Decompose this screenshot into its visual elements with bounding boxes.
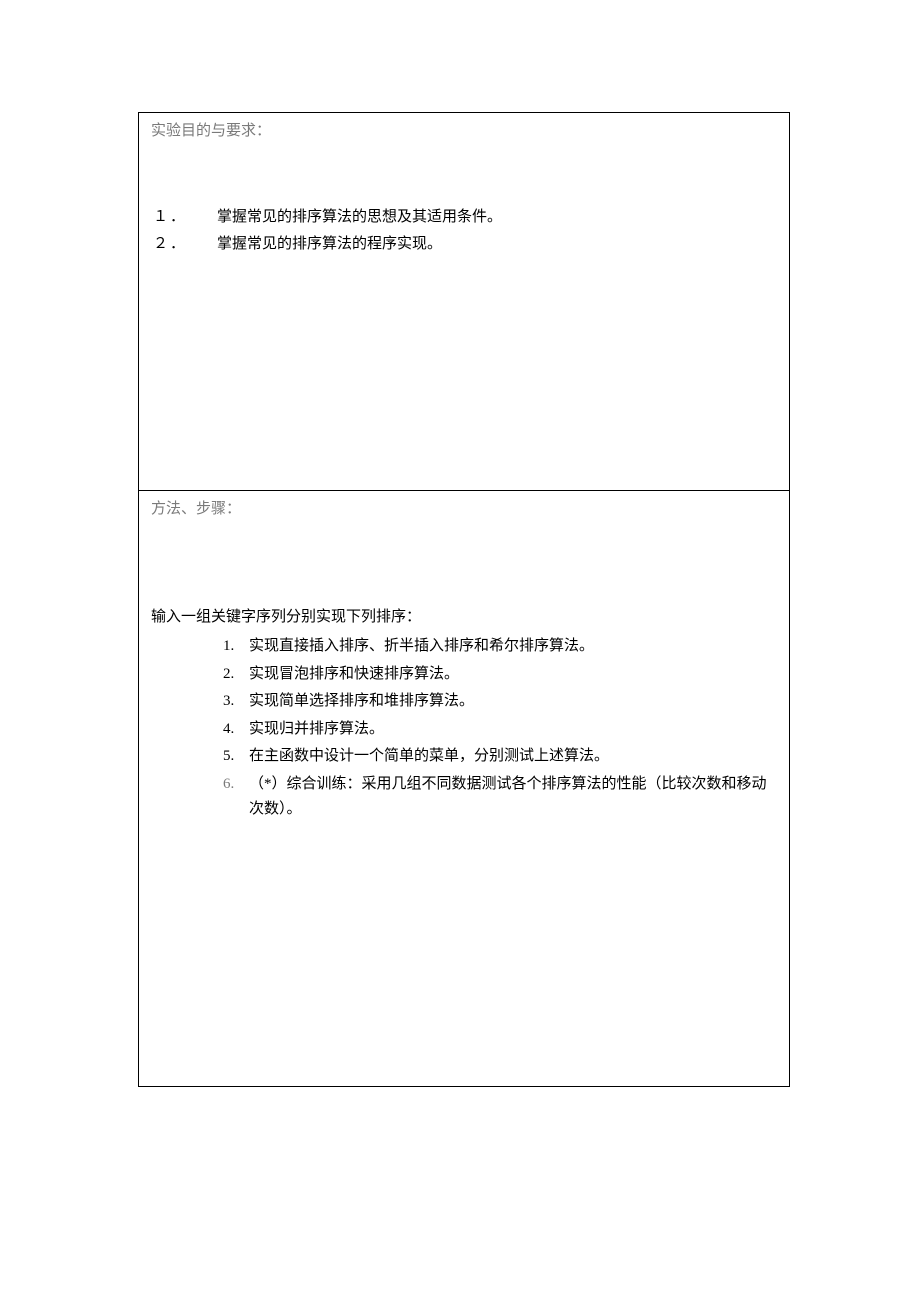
item-number: 4. (223, 717, 249, 743)
list-item: １． 掌握常见的排序算法的思想及其适用条件。 (153, 205, 777, 231)
list-item: 4. 实现归并排序算法。 (223, 717, 777, 743)
methods-intro: 输入一组关键字序列分别实现下列排序： (151, 605, 777, 631)
section-title-methods: 方法、步骤： (151, 497, 777, 523)
list-item: 1. 实现直接插入排序、折半插入排序和希尔排序算法。 (223, 634, 777, 660)
item-number: ２． (153, 232, 217, 258)
item-number: 5. (223, 744, 249, 770)
item-text: 掌握常见的排序算法的思想及其适用条件。 (217, 205, 502, 231)
item-number: １． (153, 205, 217, 231)
item-text: 掌握常见的排序算法的程序实现。 (217, 232, 442, 258)
list-item: 5. 在主函数中设计一个简单的菜单，分别测试上述算法。 (223, 744, 777, 770)
item-text: 实现直接插入排序、折半插入排序和希尔排序算法。 (249, 634, 777, 660)
item-text: 在主函数中设计一个简单的菜单，分别测试上述算法。 (249, 744, 777, 770)
objectives-list: １． 掌握常见的排序算法的思想及其适用条件。 ２． 掌握常见的排序算法的程序实现… (151, 205, 777, 258)
list-item: 3. 实现简单选择排序和堆排序算法。 (223, 689, 777, 715)
item-number: 2. (223, 662, 249, 688)
list-item: 2. 实现冒泡排序和快速排序算法。 (223, 662, 777, 688)
list-item: ２． 掌握常见的排序算法的程序实现。 (153, 232, 777, 258)
document-page: 实验目的与要求： １． 掌握常见的排序算法的思想及其适用条件。 ２． 掌握常见的… (0, 0, 920, 1087)
item-text: 实现冒泡排序和快速排序算法。 (249, 662, 777, 688)
section-objectives: 实验目的与要求： １． 掌握常见的排序算法的思想及其适用条件。 ２． 掌握常见的… (138, 112, 790, 490)
item-text: （*）综合训练：采用几组不同数据测试各个排序算法的性能（比较次数和移动次数）。 (249, 772, 777, 823)
section-methods: 方法、步骤： 输入一组关键字序列分别实现下列排序： 1. 实现直接插入排序、折半… (138, 490, 790, 1087)
item-number: 6. (223, 772, 249, 823)
methods-list: 1. 实现直接插入排序、折半插入排序和希尔排序算法。 2. 实现冒泡排序和快速排… (151, 634, 777, 823)
list-item: 6. （*）综合训练：采用几组不同数据测试各个排序算法的性能（比较次数和移动次数… (223, 772, 777, 823)
item-number: 3. (223, 689, 249, 715)
section-title-objectives: 实验目的与要求： (151, 119, 777, 145)
item-text: 实现简单选择排序和堆排序算法。 (249, 689, 777, 715)
item-number: 1. (223, 634, 249, 660)
item-text: 实现归并排序算法。 (249, 717, 777, 743)
